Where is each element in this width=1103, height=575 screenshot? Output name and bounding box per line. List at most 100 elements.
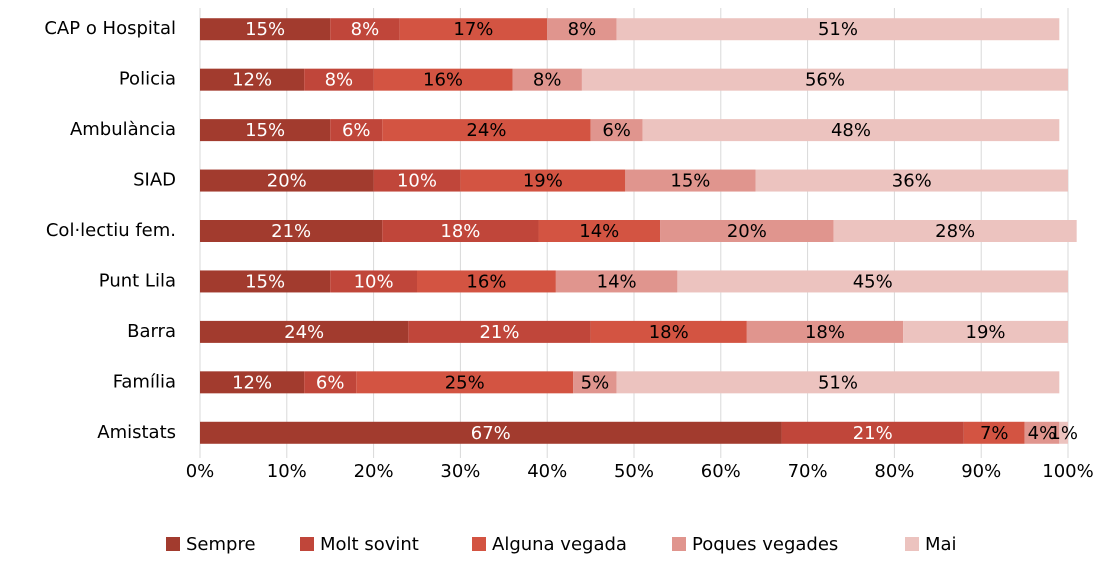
- bar-segment: [200, 68, 305, 91]
- bar-segment: [200, 18, 331, 41]
- bar-segment: [590, 119, 643, 142]
- bar-segment: [200, 421, 782, 444]
- x-tick-label: 80%: [874, 461, 914, 482]
- data-label: 18%: [805, 322, 845, 343]
- data-label: 17%: [453, 19, 493, 40]
- data-label: 51%: [818, 372, 858, 393]
- x-tick-label: 90%: [961, 461, 1001, 482]
- bar-segment: [1059, 421, 1068, 444]
- data-label: 6%: [342, 120, 371, 141]
- bar-segment: [1024, 421, 1060, 444]
- data-label: 19%: [523, 171, 563, 192]
- legend-label: Molt sovint: [320, 534, 419, 555]
- data-label: 15%: [670, 171, 710, 192]
- y-tick-label: Barra: [127, 321, 176, 342]
- bar-segment: [200, 270, 331, 293]
- bar-segment: [460, 169, 626, 192]
- data-label: 7%: [980, 423, 1009, 444]
- data-label: 15%: [245, 19, 285, 40]
- data-label: 5%: [581, 372, 610, 393]
- data-label: 24%: [466, 120, 506, 141]
- y-tick-label: CAP o Hospital: [44, 18, 176, 39]
- data-label: 12%: [232, 372, 272, 393]
- data-label: 14%: [597, 271, 637, 292]
- bar-segment: [200, 320, 409, 343]
- bar-segment: [555, 270, 678, 293]
- data-label: 6%: [316, 372, 345, 393]
- data-label: 1%: [1049, 423, 1078, 444]
- bar-segment: [616, 371, 1060, 394]
- data-label: 18%: [649, 322, 689, 343]
- data-label: 24%: [284, 322, 324, 343]
- data-label: 21%: [853, 423, 893, 444]
- x-tick-label: 10%: [267, 461, 307, 482]
- bar-segment: [573, 371, 617, 394]
- bar-segment: [833, 220, 1077, 242]
- y-tick-label: Policia: [119, 69, 176, 90]
- bar-segment: [417, 270, 556, 293]
- x-tick-label: 60%: [701, 461, 741, 482]
- data-label: 18%: [440, 221, 480, 242]
- x-tick-label: 30%: [440, 461, 480, 482]
- bar-segment: [200, 371, 305, 394]
- x-tick-label: 0%: [186, 461, 215, 482]
- bar-segment: [200, 169, 374, 192]
- data-label: 12%: [232, 70, 272, 91]
- y-tick-label: Col·lectiu fem.: [46, 220, 176, 241]
- data-label: 6%: [602, 120, 631, 141]
- data-label: 10%: [397, 171, 437, 192]
- x-tick-label: 100%: [1042, 461, 1093, 482]
- bar-segment: [382, 119, 591, 142]
- y-tick-label: Família: [113, 371, 176, 392]
- bar-segment: [304, 68, 374, 91]
- x-tick-label: 20%: [354, 461, 394, 482]
- data-label: 56%: [805, 70, 845, 91]
- data-label: 19%: [966, 322, 1006, 343]
- bar-segment: [746, 320, 904, 343]
- legend-swatch: [166, 537, 180, 551]
- legend-label: Alguna vegada: [492, 534, 627, 555]
- bar-segment: [304, 371, 357, 394]
- bar-segment: [373, 169, 461, 192]
- bar-segment: [330, 270, 417, 293]
- legend-label: Mai: [925, 534, 957, 555]
- data-label: 14%: [579, 221, 619, 242]
- data-label: 28%: [935, 221, 975, 242]
- data-label: 8%: [351, 19, 380, 40]
- bar-segment: [781, 421, 964, 444]
- bar-segment: [538, 220, 661, 242]
- y-tick-label: Amistats: [97, 422, 176, 443]
- bar-segment: [581, 68, 1068, 91]
- bar-segment: [616, 18, 1060, 41]
- data-label: 21%: [271, 221, 311, 242]
- data-label: 67%: [471, 423, 511, 444]
- data-label: 15%: [245, 271, 285, 292]
- bar-segment: [373, 68, 513, 91]
- data-label: 36%: [892, 171, 932, 192]
- bar-segment: [660, 220, 834, 242]
- bar-segment: [547, 18, 617, 41]
- data-label: 25%: [445, 372, 485, 393]
- bar-segment: [200, 220, 383, 242]
- x-tick-label: 70%: [788, 461, 828, 482]
- data-label: 8%: [533, 70, 562, 91]
- bar-segment: [399, 18, 548, 41]
- bar-segment: [382, 220, 539, 242]
- data-label: 4%: [1028, 423, 1057, 444]
- bar-segment: [330, 119, 383, 142]
- bar-segment: [642, 119, 1060, 142]
- legend-label: Sempre: [186, 534, 256, 555]
- bar-segment: [903, 320, 1068, 343]
- bar-segment: [625, 169, 756, 192]
- bar-segment: [963, 421, 1025, 444]
- legend-swatch: [672, 537, 686, 551]
- data-label: 20%: [727, 221, 767, 242]
- bar-segment: [356, 371, 574, 394]
- bar-segment: [755, 169, 1068, 192]
- data-label: 21%: [479, 322, 519, 343]
- data-label: 8%: [325, 70, 354, 91]
- bar-segment: [512, 68, 582, 91]
- data-label: 16%: [466, 271, 506, 292]
- bar-segment: [200, 119, 331, 142]
